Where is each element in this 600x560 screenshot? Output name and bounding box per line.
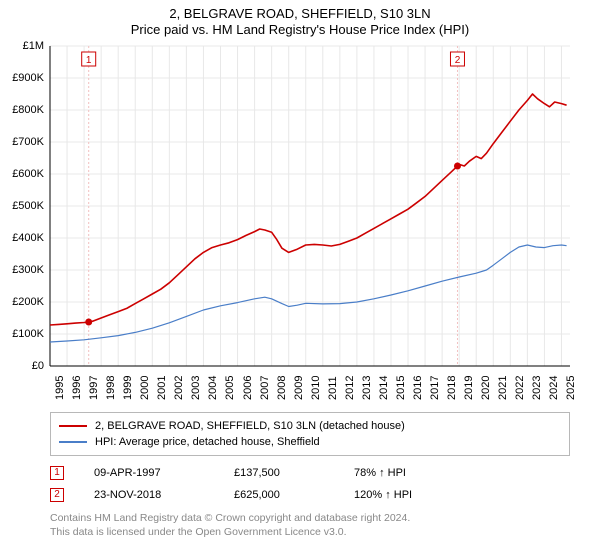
y-axis-labels: £0£100K£200K£300K£400K£500K£600K£700K£80… xyxy=(0,46,48,366)
x-tick-label: 1998 xyxy=(105,376,117,400)
legend-row-series2: HPI: Average price, detached house, Shef… xyxy=(59,434,561,450)
title-line1: 2, BELGRAVE ROAD, SHEFFIELD, S10 3LN xyxy=(0,6,600,22)
svg-text:2: 2 xyxy=(455,55,461,66)
y-tick-label: £800K xyxy=(12,104,44,116)
y-tick-label: £700K xyxy=(12,136,44,148)
x-tick-label: 2024 xyxy=(548,376,560,400)
x-tick-label: 1997 xyxy=(88,376,100,400)
x-tick-label: 2010 xyxy=(310,376,322,400)
y-tick-label: £200K xyxy=(12,296,44,308)
marker-number-box: 1 xyxy=(50,466,64,480)
marker-ratio: 78% ↑ HPI xyxy=(354,467,406,479)
marker-ratio: 120% ↑ HPI xyxy=(354,489,412,501)
x-tick-label: 1995 xyxy=(54,376,66,400)
x-tick-label: 1996 xyxy=(71,376,83,400)
x-tick-label: 2003 xyxy=(190,376,202,400)
x-tick-label: 2002 xyxy=(173,376,185,400)
sale-marker-row: 109-APR-1997£137,50078% ↑ HPI xyxy=(50,462,570,484)
x-axis-labels: 1995 1996 1997 1998 1999 2000 2001 2002 2003 2004… xyxy=(50,370,570,410)
y-tick-label: £100K xyxy=(12,328,44,340)
x-tick-label: 2017 xyxy=(429,376,441,400)
chart-svg: 12 xyxy=(50,46,570,366)
x-tick-label: 2025 xyxy=(565,376,577,400)
x-tick-label: 2005 xyxy=(224,376,236,400)
title-line2: Price paid vs. HM Land Registry's House … xyxy=(0,22,600,38)
chart-plot-area: 12 xyxy=(50,46,570,366)
marker-date: 23-NOV-2018 xyxy=(64,489,234,501)
legend-label-series1: 2, BELGRAVE ROAD, SHEFFIELD, S10 3LN (de… xyxy=(95,420,405,432)
legend-swatch-series1 xyxy=(59,425,87,427)
y-tick-label: £900K xyxy=(12,72,44,84)
chart-title-block: 2, BELGRAVE ROAD, SHEFFIELD, S10 3LN Pri… xyxy=(0,0,600,39)
marker-price: £625,000 xyxy=(234,489,354,501)
x-tick-label: 2009 xyxy=(293,376,305,400)
x-tick-label: 2011 xyxy=(327,376,339,400)
footer-line2: This data is licensed under the Open Gov… xyxy=(50,526,570,540)
x-tick-label: 2016 xyxy=(412,376,424,400)
x-tick-label: 2020 xyxy=(480,376,492,400)
x-tick-label: 2000 xyxy=(139,376,151,400)
x-tick-label: 2015 xyxy=(395,376,407,400)
legend-label-series2: HPI: Average price, detached house, Shef… xyxy=(95,436,320,448)
svg-text:1: 1 xyxy=(86,55,92,66)
x-tick-label: 2014 xyxy=(378,376,390,400)
y-tick-label: £0 xyxy=(32,360,44,372)
x-tick-label: 2012 xyxy=(344,376,356,400)
x-tick-label: 2022 xyxy=(514,376,526,400)
x-tick-label: 2023 xyxy=(531,376,543,400)
legend-swatch-series2 xyxy=(59,441,87,443)
sale-marker-row: 223-NOV-2018£625,000120% ↑ HPI xyxy=(50,484,570,506)
sale-marker-table: 109-APR-1997£137,50078% ↑ HPI223-NOV-201… xyxy=(50,462,570,506)
marker-number-box: 2 xyxy=(50,488,64,502)
y-tick-label: £500K xyxy=(12,200,44,212)
y-tick-label: £600K xyxy=(12,168,44,180)
x-tick-label: 2001 xyxy=(156,376,168,400)
marker-price: £137,500 xyxy=(234,467,354,479)
x-tick-label: 2007 xyxy=(259,376,271,400)
footer-attribution: Contains HM Land Registry data © Crown c… xyxy=(50,512,570,539)
x-tick-label: 2006 xyxy=(242,376,254,400)
x-tick-label: 2008 xyxy=(276,376,288,400)
legend: 2, BELGRAVE ROAD, SHEFFIELD, S10 3LN (de… xyxy=(50,412,570,456)
legend-row-series1: 2, BELGRAVE ROAD, SHEFFIELD, S10 3LN (de… xyxy=(59,418,561,434)
x-tick-label: 2013 xyxy=(361,376,373,400)
y-tick-label: £1M xyxy=(23,40,44,52)
x-tick-label: 2021 xyxy=(497,376,509,400)
x-tick-label: 2019 xyxy=(463,376,475,400)
x-tick-label: 2018 xyxy=(446,376,458,400)
y-tick-label: £300K xyxy=(12,264,44,276)
x-tick-label: 1999 xyxy=(122,376,134,400)
marker-date: 09-APR-1997 xyxy=(64,467,234,479)
y-tick-label: £400K xyxy=(12,232,44,244)
x-tick-label: 2004 xyxy=(207,376,219,400)
footer-line1: Contains HM Land Registry data © Crown c… xyxy=(50,512,570,526)
